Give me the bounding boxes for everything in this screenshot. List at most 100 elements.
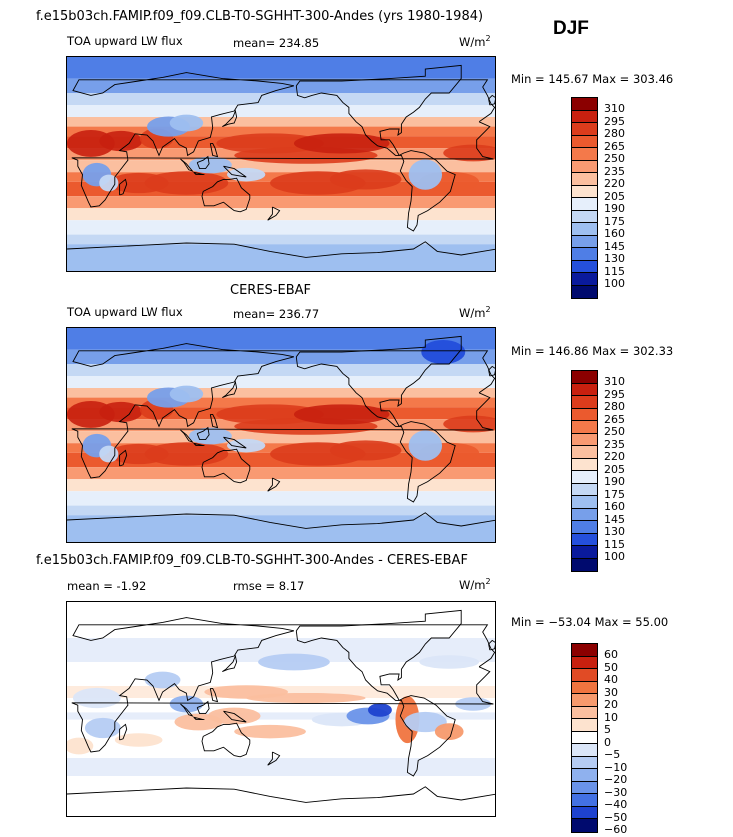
field-band	[67, 364, 495, 376]
field-band	[67, 328, 495, 350]
colorbar-swatch	[572, 285, 597, 298]
panel3-colorbar	[571, 643, 598, 833]
colorbar-swatch	[572, 781, 597, 794]
colorbar-swatch	[572, 471, 597, 484]
colorbar-swatch	[572, 433, 597, 446]
colorbar-tick-label: 310	[604, 375, 625, 389]
colorbar-swatch	[572, 521, 597, 534]
colorbar-tick-label: 130	[604, 525, 625, 539]
colorbar-swatch	[572, 644, 597, 657]
colorbar-tick-label: 235	[604, 437, 625, 451]
panel3-mean: mean = -1.92	[67, 579, 147, 593]
colorbar-swatch	[572, 533, 597, 546]
colorbar-tick-label: 280	[604, 127, 625, 141]
panel2-colorbar	[571, 370, 598, 572]
colorbar-swatch	[572, 458, 597, 471]
colorbar-tick-label: 100	[604, 550, 625, 564]
map-canvas	[67, 57, 495, 271]
panel2-units: W/m2	[459, 305, 491, 320]
panel1-title: f.e15b03ch.FAMIP.f09_f09.CLB-T0-SGHHT-30…	[36, 9, 484, 24]
colorbar-tick-label: 175	[604, 487, 625, 501]
colorbar-tick-label: 295	[604, 114, 625, 128]
field-band	[67, 467, 495, 480]
panel2-variable-label: TOA upward LW flux	[67, 305, 183, 319]
field-band	[67, 431, 495, 444]
colorbar-swatch	[572, 110, 597, 123]
field-band	[67, 208, 495, 221]
colorbar-swatch	[572, 198, 597, 211]
colorbar-swatch	[572, 706, 597, 719]
panel3-colorbar-ticks: 60 50 40 30 20 10 5 0 −5 −10 −20 −30 −40 −50 −60	[604, 648, 628, 837]
colorbar-swatch	[572, 744, 597, 757]
colorbar-swatch	[572, 248, 597, 261]
colorbar-swatch	[572, 719, 597, 732]
panel2-min-max: Min = 146.86 Max = 302.33	[511, 344, 674, 358]
field-band	[67, 105, 495, 117]
colorbar-swatch	[572, 260, 597, 273]
field-band	[67, 57, 495, 79]
colorbar-swatch	[572, 148, 597, 161]
colorbar-tick-label: 115	[604, 264, 625, 278]
colorbar-swatch	[572, 160, 597, 173]
colorbar-tick-label: 250	[604, 425, 625, 439]
map-canvas	[67, 328, 495, 542]
colorbar-tick-label: −50	[604, 810, 628, 824]
colorbar-swatch	[572, 408, 597, 421]
panel2-title: CERES-EBAF	[230, 283, 311, 298]
panel1-units: W/m2	[459, 34, 491, 49]
field-band	[67, 388, 495, 398]
colorbar-tick-label: 175	[604, 214, 625, 228]
colorbar-swatch	[572, 235, 597, 248]
field-band	[67, 234, 495, 245]
field-band	[67, 349, 495, 364]
colorbar-swatch	[572, 446, 597, 459]
season-label: DJF	[553, 18, 589, 39]
colorbar-swatch	[572, 173, 597, 186]
panel1-mean: mean= 234.85	[233, 36, 320, 50]
colorbar-swatch	[572, 806, 597, 819]
colorbar-tick-label: 10	[604, 710, 618, 724]
field-band	[67, 220, 495, 235]
field-band	[67, 491, 495, 506]
colorbar-swatch	[572, 694, 597, 707]
colorbar-tick-label: 145	[604, 512, 625, 526]
colorbar-swatch	[572, 483, 597, 496]
field-band	[67, 505, 495, 516]
colorbar-swatch	[572, 731, 597, 744]
colorbar-tick-label: 265	[604, 139, 625, 153]
colorbar-tick-label: 0	[604, 735, 611, 749]
panel3-min-max: Min = −53.04 Max = 55.00	[511, 615, 669, 629]
colorbar-tick-label: 295	[604, 387, 625, 401]
colorbar-swatch	[572, 769, 597, 782]
colorbar-swatch	[572, 756, 597, 769]
panel1-min-max: Min = 145.67 Max = 303.46	[511, 72, 674, 86]
field-band	[67, 244, 495, 271]
colorbar-tick-label: 280	[604, 400, 625, 414]
field-band	[67, 479, 495, 492]
panel1-colorbar-ticks: 310 295 280 265 250 235 220 205 190 175 160 145 130 1…	[604, 103, 625, 291]
colorbar-tick-label: 235	[604, 164, 625, 178]
colorbar-tick-label: 310	[604, 102, 625, 116]
panel1-colorbar	[571, 97, 598, 299]
colorbar-tick-label: 100	[604, 277, 625, 291]
panel3-rmse: rmse = 8.17	[233, 579, 305, 593]
panel1-map	[66, 56, 496, 272]
panel2-map	[66, 327, 496, 543]
colorbar-tick-label: −60	[604, 823, 628, 836]
colorbar-swatch	[572, 794, 597, 807]
colorbar-tick-label: 160	[604, 500, 625, 514]
colorbar-swatch	[572, 656, 597, 669]
panel1-variable-label: TOA upward LW flux	[67, 34, 183, 48]
panel3-map	[66, 601, 496, 817]
colorbar-swatch	[572, 210, 597, 223]
colorbar-swatch	[572, 185, 597, 198]
colorbar-swatch	[572, 383, 597, 396]
panel2-colorbar-ticks: 310 295 280 265 250 235 220 205 190 175 160 145 130 1…	[604, 376, 625, 564]
colorbar-swatch	[572, 558, 597, 571]
colorbar-tick-label: −40	[604, 798, 628, 811]
colorbar-tick-label: 205	[604, 189, 625, 203]
colorbar-swatch	[572, 123, 597, 136]
colorbar-swatch	[572, 421, 597, 434]
colorbar-tick-label: 50	[604, 660, 618, 674]
colorbar-tick-label: 190	[604, 475, 625, 489]
